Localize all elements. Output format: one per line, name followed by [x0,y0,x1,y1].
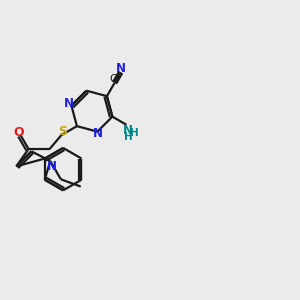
Text: H: H [130,128,139,138]
Text: N: N [92,128,102,140]
Text: N: N [116,61,126,75]
Text: N: N [123,124,133,136]
Text: N: N [64,97,74,110]
Text: S: S [58,125,67,138]
Text: O: O [13,126,24,139]
Text: H: H [124,132,133,142]
Text: N: N [47,160,57,173]
Text: C: C [110,74,117,84]
